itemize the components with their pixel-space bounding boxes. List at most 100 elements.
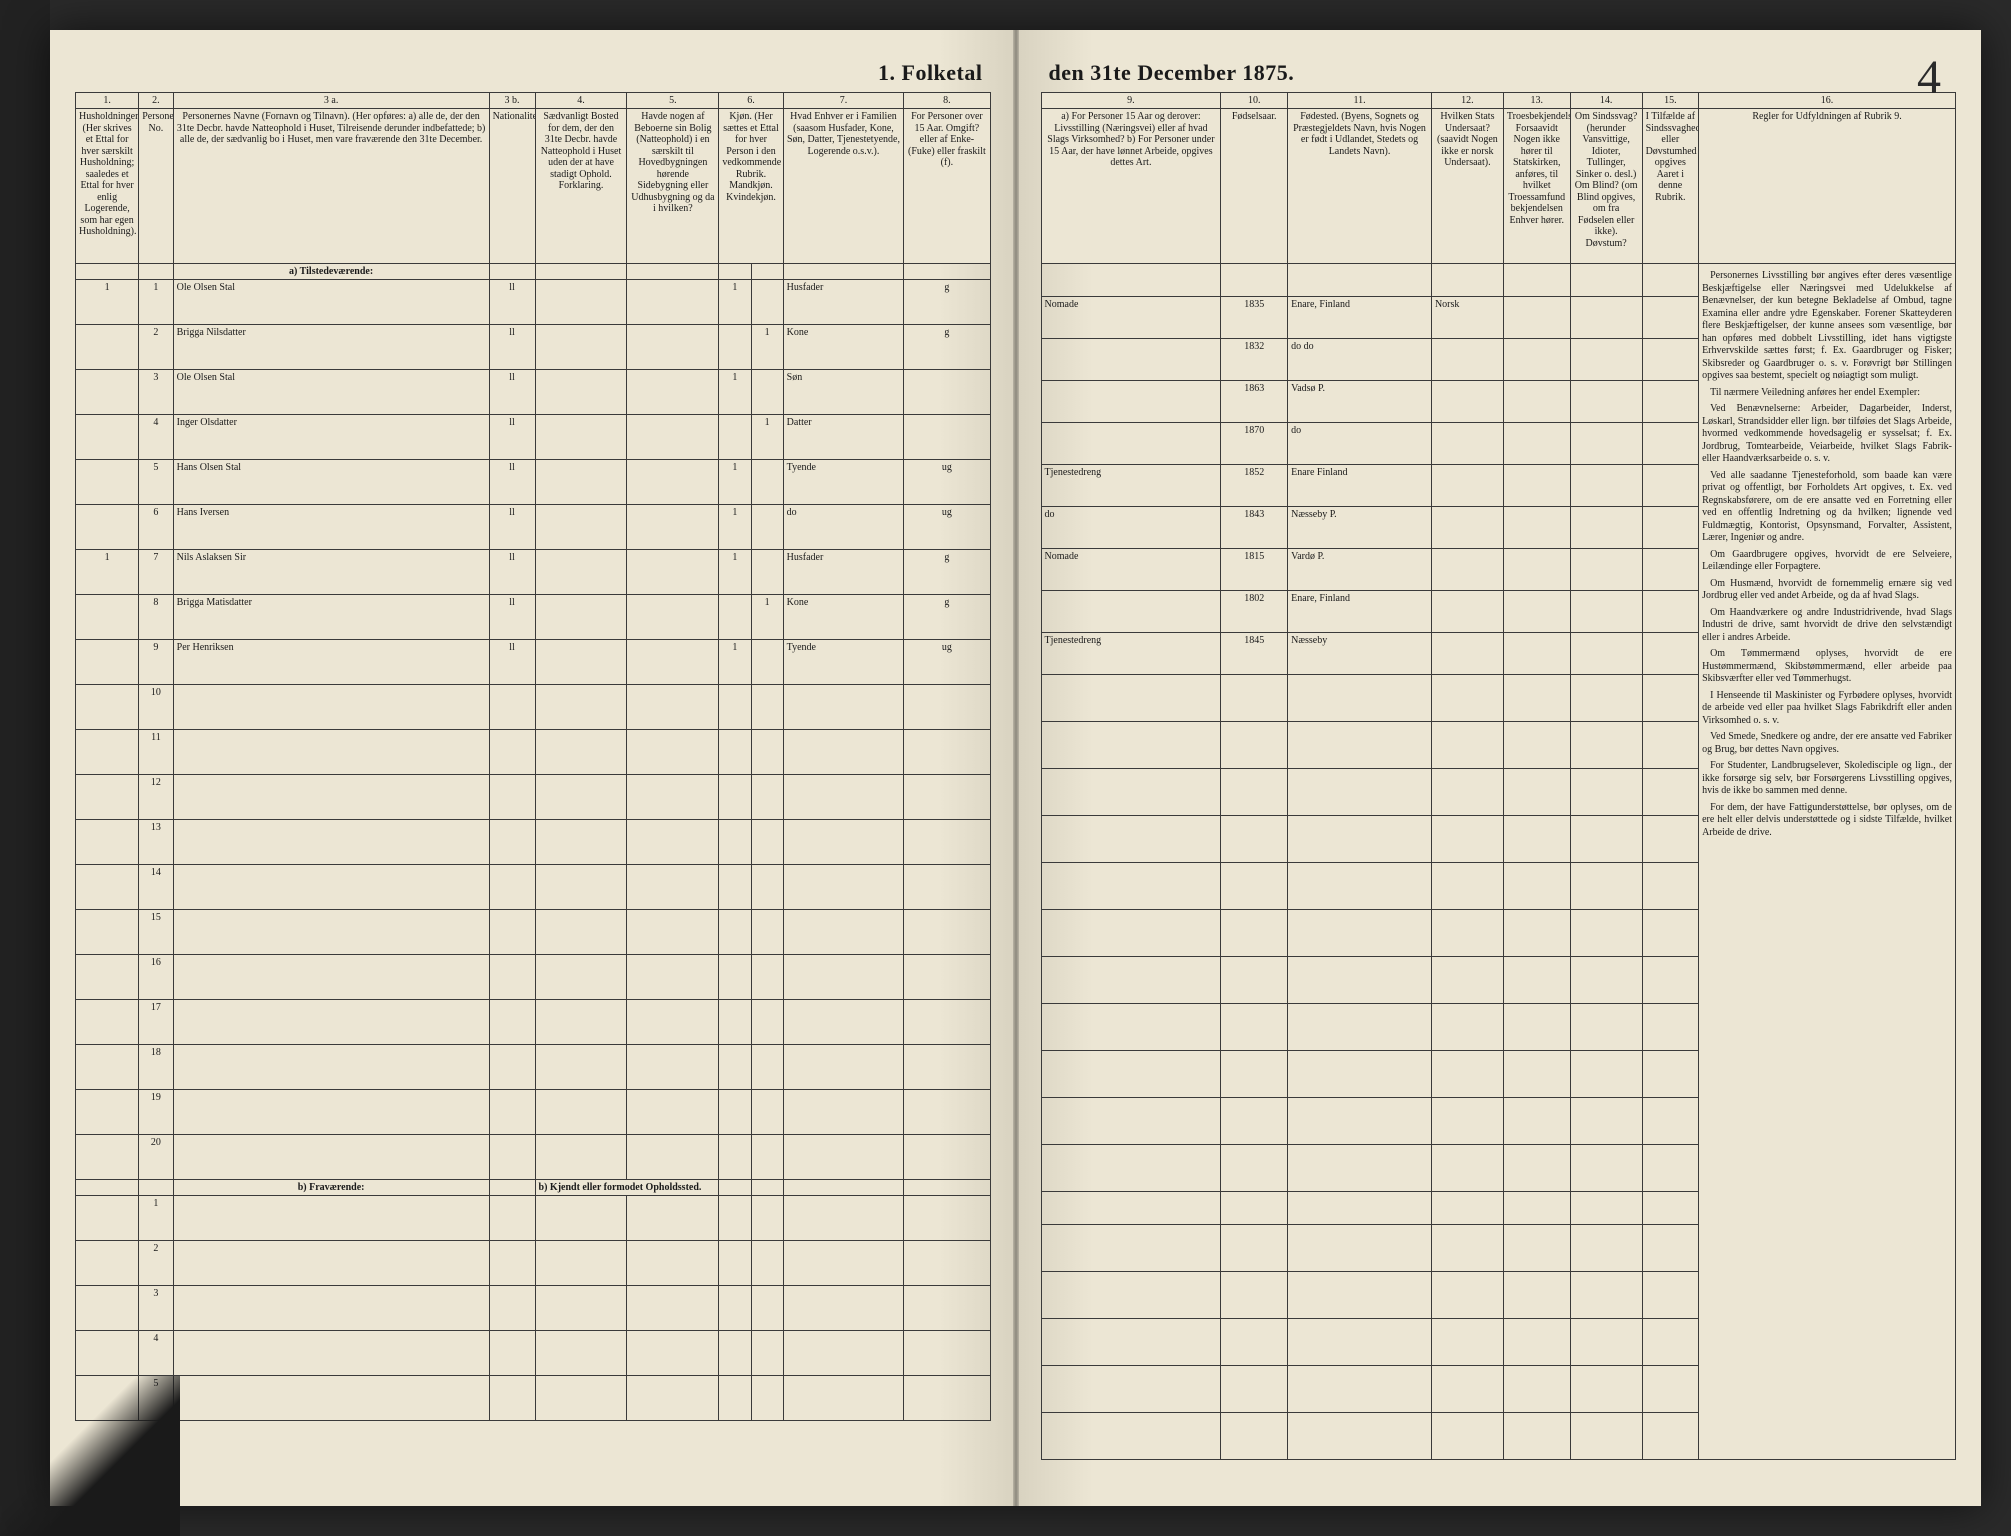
civil-status: g (904, 280, 990, 325)
sex-k: 1 (751, 415, 783, 460)
col-num: 3 a. (173, 93, 489, 109)
col-num: 12. (1431, 93, 1503, 109)
citizenship (1431, 591, 1503, 633)
birth-place: do (1288, 423, 1432, 465)
person-name: Per Henriksen (173, 640, 489, 685)
sex-k (751, 280, 783, 325)
book-spread: 1. Folketal 1. 2. 3 a. 3 b. 4. (50, 30, 1981, 1506)
left-page: 1. Folketal 1. 2. 3 a. 3 b. 4. (50, 30, 1016, 1506)
birth-place: Vadsø P. (1288, 381, 1432, 423)
household-num (76, 325, 139, 370)
person-name: Nils Aslaksen Sir (173, 550, 489, 595)
birth-year: 1852 (1221, 465, 1288, 507)
person-num: 9 (139, 640, 173, 685)
title-right: den 31te December 1875. (1041, 60, 1957, 86)
document-scan: 1. Folketal 1. 2. 3 a. 3 b. 4. (0, 0, 2011, 1536)
scan-corner-shadow (0, 1376, 180, 1536)
sex-k (751, 460, 783, 505)
household-num (76, 415, 139, 460)
birth-year: 1832 (1221, 339, 1288, 381)
census-table-right: 9. 10. 11. 12. 13. 14. 15. 16. a) For Pe… (1041, 92, 1957, 1460)
household-num: 1 (76, 550, 139, 595)
birth-year: 1870 (1221, 423, 1288, 465)
person-name: Brigga Nilsdatter (173, 325, 489, 370)
civil-status (904, 415, 990, 460)
sex-m: 1 (719, 460, 751, 505)
family-pos: Søn (783, 370, 904, 415)
col-num: 10. (1221, 93, 1288, 109)
occupation (1041, 381, 1221, 423)
person-name: Ole Olsen Stal (173, 370, 489, 415)
occupation: Tjenestedreng (1041, 633, 1221, 675)
citizenship (1431, 549, 1503, 591)
table-row-empty: 10 (76, 685, 991, 730)
sex-m: 1 (719, 370, 751, 415)
table-row-empty: 15 (76, 910, 991, 955)
col-num: 9. (1041, 93, 1221, 109)
sex-m (719, 325, 751, 370)
col-head: Kjøn. (Her sættes et Ettal for hver Pers… (719, 109, 783, 264)
page-number: 4 (1917, 50, 1941, 105)
table-row-empty: 3 (76, 1286, 991, 1331)
col-head: Personernes No. (139, 109, 173, 264)
col-head: Sædvanligt Bosted for dem, der den 31te … (535, 109, 627, 264)
birth-year: 1835 (1221, 297, 1288, 339)
person-num: 3 (139, 370, 173, 415)
civil-status: ug (904, 460, 990, 505)
col-num: 11. (1288, 93, 1432, 109)
family-pos: Tyende (783, 460, 904, 505)
nationality: ll (489, 280, 535, 325)
occupation (1041, 339, 1221, 381)
footnote-b: b) Kjendt eller formodet Opholdssted. (535, 1180, 719, 1196)
household-num (76, 460, 139, 505)
birth-place: Enare Finland (1288, 465, 1432, 507)
col-num: 3 b. (489, 93, 535, 109)
citizenship (1431, 381, 1503, 423)
nationality: ll (489, 640, 535, 685)
sex-m: 1 (719, 505, 751, 550)
book-spine (1013, 30, 1019, 1506)
col-head: Troesbekjendelse. Forsaavidt Nogen ikke … (1503, 109, 1570, 264)
col-num: 4. (535, 93, 627, 109)
person-num: 8 (139, 595, 173, 640)
household-num (76, 595, 139, 640)
table-row: 1 7 Nils Aslaksen Sir ll 1 Husfader g (76, 550, 991, 595)
citizenship (1431, 339, 1503, 381)
citizenship: Norsk (1431, 297, 1503, 339)
person-name: Ole Olsen Stal (173, 280, 489, 325)
col-head: Hvad Enhver er i Familien (saasom Husfad… (783, 109, 904, 264)
nationality: ll (489, 415, 535, 460)
table-row-empty: 12 (76, 775, 991, 820)
birth-place: do do (1288, 339, 1432, 381)
birth-place: Næsseby P. (1288, 507, 1432, 549)
col-head: Om Sindssvag? (herunder Vansvittige, Idi… (1570, 109, 1642, 264)
sex-k: 1 (751, 595, 783, 640)
table-row-empty: 1 (76, 1196, 991, 1241)
occupation: Nomade (1041, 549, 1221, 591)
birth-year: 1863 (1221, 381, 1288, 423)
table-row-empty: 4 (76, 1331, 991, 1376)
table-row-empty: 5 (76, 1376, 991, 1421)
table-row-empty: 16 (76, 955, 991, 1000)
sex-k (751, 640, 783, 685)
birth-year: 1845 (1221, 633, 1288, 675)
table-row: 6 Hans Iversen ll 1 do ug (76, 505, 991, 550)
birth-place: Næsseby (1288, 633, 1432, 675)
col-head: Fødselsaar. (1221, 109, 1288, 264)
col-head: Havde nogen af Beboerne sin Bolig (Natte… (627, 109, 719, 264)
table-row: 9 Per Henriksen ll 1 Tyende ug (76, 640, 991, 685)
col-num: 1. (76, 93, 139, 109)
person-num: 2 (139, 325, 173, 370)
col-num: 15. (1642, 93, 1699, 109)
right-page: 4 den 31te December 1875. 9. 10. 11. 12.… (1016, 30, 1982, 1506)
occupation: Nomade (1041, 297, 1221, 339)
sex-k: 1 (751, 325, 783, 370)
table-row: 2 Brigga Nilsdatter ll 1 Kone g (76, 325, 991, 370)
col-num: 2. (139, 93, 173, 109)
col-head: Husholdninger. (Her skrives et Ettal for… (76, 109, 139, 264)
birth-year: 1843 (1221, 507, 1288, 549)
sex-m (719, 595, 751, 640)
occupation (1041, 423, 1221, 465)
table-row: 8 Brigga Matisdatter ll 1 Kone g (76, 595, 991, 640)
birth-year: 1802 (1221, 591, 1288, 633)
